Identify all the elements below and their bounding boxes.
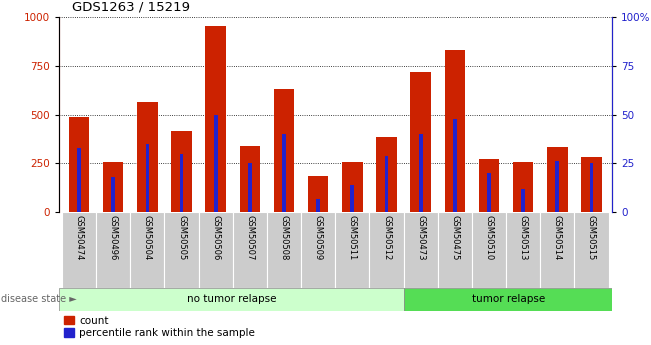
Bar xyxy=(180,154,184,212)
Text: GSM50507: GSM50507 xyxy=(245,215,255,260)
Bar xyxy=(103,162,124,212)
Bar xyxy=(453,119,456,212)
Bar xyxy=(111,177,115,212)
Bar xyxy=(350,185,354,212)
Bar xyxy=(199,212,233,288)
Text: GSM50514: GSM50514 xyxy=(553,215,562,260)
Bar xyxy=(376,137,396,212)
Text: GSM50510: GSM50510 xyxy=(484,215,493,260)
Bar xyxy=(472,212,506,288)
Text: GSM50511: GSM50511 xyxy=(348,215,357,260)
Bar xyxy=(274,89,294,212)
Bar xyxy=(214,115,217,212)
Bar xyxy=(301,212,335,288)
Bar xyxy=(404,212,437,288)
Bar xyxy=(385,156,389,212)
Legend: count, percentile rank within the sample: count, percentile rank within the sample xyxy=(64,316,255,338)
Bar xyxy=(130,212,165,288)
Bar xyxy=(59,288,404,310)
Text: GSM50475: GSM50475 xyxy=(450,215,460,260)
Bar xyxy=(171,131,192,212)
Bar xyxy=(547,147,568,212)
Text: GSM50509: GSM50509 xyxy=(314,215,323,260)
Bar xyxy=(445,50,465,212)
Bar xyxy=(96,212,130,288)
Bar xyxy=(404,288,612,310)
Text: GSM50504: GSM50504 xyxy=(143,215,152,260)
Bar xyxy=(146,144,149,212)
Bar xyxy=(369,212,404,288)
Bar xyxy=(316,198,320,212)
Bar xyxy=(590,164,593,212)
Text: GSM50515: GSM50515 xyxy=(587,215,596,260)
Bar xyxy=(248,164,252,212)
Bar xyxy=(77,148,81,212)
Bar xyxy=(335,212,369,288)
Bar xyxy=(581,157,602,212)
Text: GSM50474: GSM50474 xyxy=(75,215,83,260)
Bar xyxy=(267,212,301,288)
Bar xyxy=(69,117,89,212)
Text: GSM50505: GSM50505 xyxy=(177,215,186,260)
Text: GSM50512: GSM50512 xyxy=(382,215,391,260)
Bar xyxy=(487,173,491,212)
Bar xyxy=(165,212,199,288)
Text: disease state ►: disease state ► xyxy=(1,294,77,304)
Bar xyxy=(540,212,574,288)
Bar xyxy=(513,162,533,212)
Text: tumor relapse: tumor relapse xyxy=(471,294,545,304)
Bar xyxy=(437,212,472,288)
Text: no tumor relapse: no tumor relapse xyxy=(187,294,276,304)
Text: GSM50513: GSM50513 xyxy=(519,215,527,260)
Bar xyxy=(521,189,525,212)
Text: GSM50508: GSM50508 xyxy=(279,215,288,260)
Bar xyxy=(62,212,96,288)
Bar xyxy=(342,162,363,212)
Bar xyxy=(308,176,329,212)
Bar xyxy=(137,102,158,212)
Bar xyxy=(478,159,499,212)
Text: GSM50506: GSM50506 xyxy=(211,215,220,260)
Bar xyxy=(410,72,431,212)
Bar xyxy=(574,212,609,288)
Bar xyxy=(240,146,260,212)
Text: GDS1263 / 15219: GDS1263 / 15219 xyxy=(72,1,189,14)
Bar xyxy=(206,26,226,212)
Text: GSM50473: GSM50473 xyxy=(416,215,425,261)
Bar xyxy=(419,134,422,212)
Bar xyxy=(282,134,286,212)
Bar xyxy=(233,212,267,288)
Bar xyxy=(506,212,540,288)
Bar xyxy=(555,161,559,212)
Text: GSM50496: GSM50496 xyxy=(109,215,118,260)
